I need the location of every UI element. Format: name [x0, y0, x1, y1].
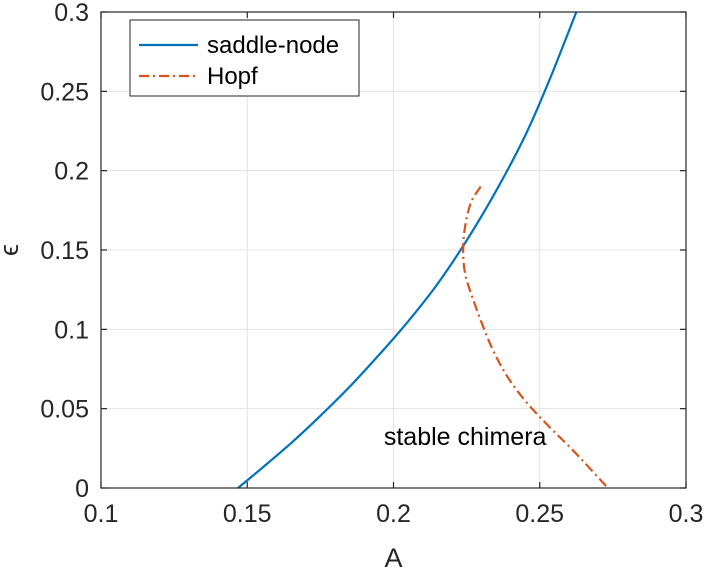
legend-box: [129, 19, 360, 97]
y-tick-label: 0.3: [54, 0, 89, 27]
x-tick-label: 0.25: [515, 500, 564, 528]
series-line-hopf: [462, 185, 609, 489]
ticks: [100, 11, 687, 489]
y-tick-label: 0.1: [54, 316, 89, 344]
series-lines: [237, 11, 609, 489]
annotations: stable chimera: [384, 423, 547, 451]
x-axis-label: A: [384, 543, 402, 573]
y-tick-label: 0.25: [40, 78, 89, 106]
y-tick-label: 0.05: [40, 396, 89, 424]
grid: [100, 11, 687, 489]
y-axis-label: ϵ: [0, 244, 24, 256]
x-tick-label: 0.15: [223, 500, 272, 528]
x-tick-label: 0.3: [669, 500, 704, 528]
y-tick-label: 0.2: [54, 158, 89, 186]
tick-labels: 0.1 0.15 0.2 0.25 0.3 0 0.05 0.1 0.15 0.2 0.25 0.3: [40, 0, 703, 528]
y-tick-label: 0.15: [40, 237, 89, 265]
annotation-label: stable chimera: [384, 423, 547, 451]
legend-label-saddle-node: saddle-node: [207, 32, 339, 59]
legend: saddle-node Hopf: [129, 19, 360, 97]
y-tick-label: 0: [75, 475, 89, 503]
x-tick-label: 0.1: [84, 500, 119, 528]
series-line-saddle-node: [237, 11, 578, 489]
legend-label-hopf: Hopf: [207, 63, 258, 90]
x-tick-label: 0.2: [376, 500, 411, 528]
